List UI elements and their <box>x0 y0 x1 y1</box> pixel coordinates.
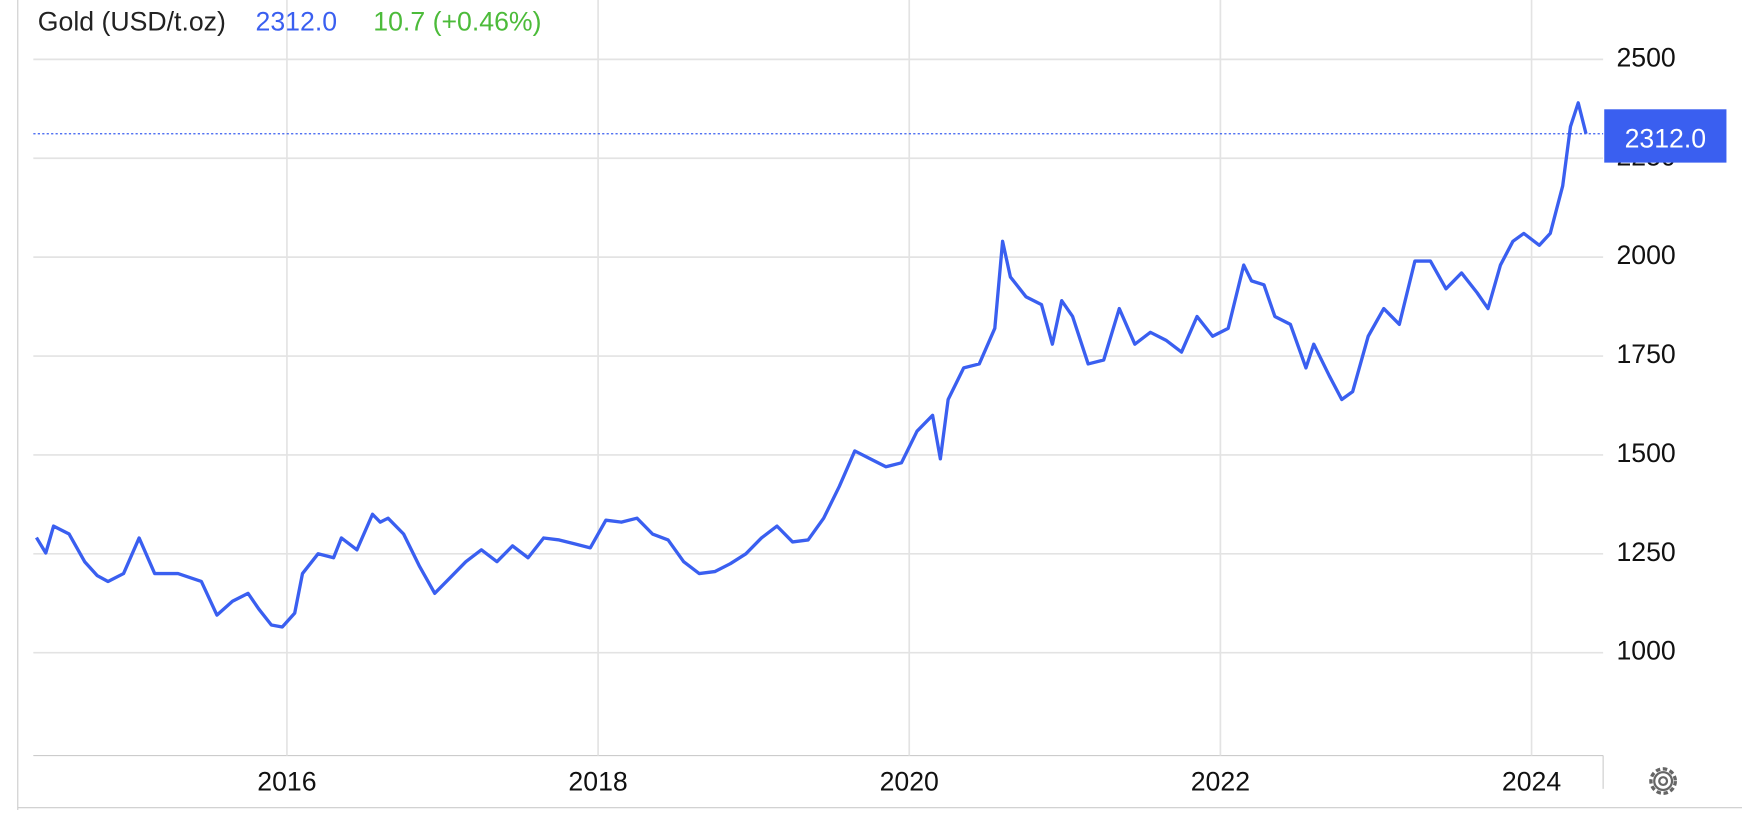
y-tick-label: 2000 <box>1616 240 1675 270</box>
gear-teeth <box>1649 767 1678 795</box>
y-tick-label: 1250 <box>1616 537 1675 567</box>
header-change: 10.7 (+0.46%) <box>373 6 541 36</box>
y-tick-label: 2500 <box>1616 42 1675 72</box>
last-price-label: 2312.0 <box>1625 123 1707 153</box>
title: Gold (USD/t.oz) <box>38 6 226 36</box>
x-tick-label: 2018 <box>568 766 627 796</box>
x-tick-label: 2016 <box>257 766 316 796</box>
last-price-box <box>1604 109 1727 163</box>
gear-body <box>1653 771 1674 792</box>
gear-hole <box>1658 776 1669 787</box>
grid <box>33 0 1604 756</box>
y-tick-label: 1000 <box>1616 636 1675 666</box>
y-tick-label: 1750 <box>1616 339 1675 369</box>
y-tick-label: 1500 <box>1616 438 1675 468</box>
x-tick-label: 2020 <box>880 766 939 796</box>
x-tick-label: 2022 <box>1191 766 1250 796</box>
header-price: 2312.0 <box>256 6 338 36</box>
price-line <box>35 101 1588 629</box>
settings-icon[interactable] <box>1649 767 1678 795</box>
x-tick-label: 2024 <box>1502 766 1561 796</box>
